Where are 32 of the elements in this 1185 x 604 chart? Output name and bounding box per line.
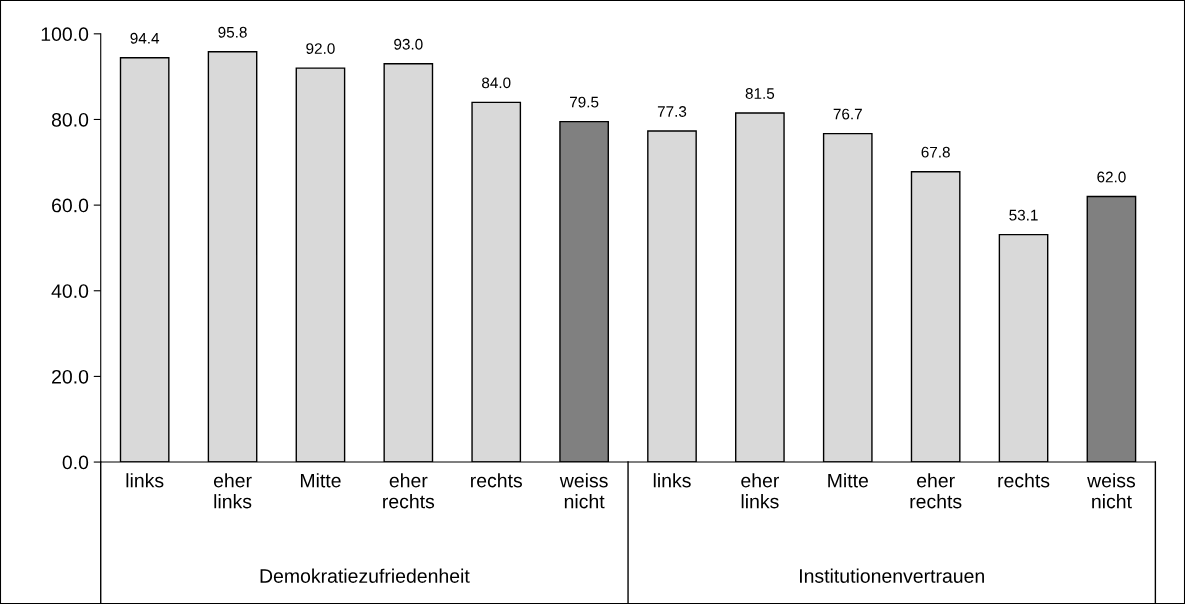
data-label: 79.5 [570,96,599,108]
x-tick-label: Mitte [828,473,868,488]
y-tick-label: 60.0 [52,198,89,213]
data-label: 76.7 [833,108,862,120]
y-tick-label: 80.0 [51,112,89,127]
y-tick-label: 20.0 [52,369,89,384]
y-tick-label: 40.0 [51,284,89,298]
x-tick-label: rechts [471,473,522,488]
x-tick-label: links [653,473,691,488]
x-tick-label: eher links [741,473,780,509]
x-tick-label: Mitte [300,473,341,488]
data-label: 77.3 [657,106,687,117]
data-label: 92.0 [306,43,335,54]
data-label: 53.1 [1009,209,1038,221]
x-tick-label: links [126,473,164,488]
text: Demokratiezufriedenheit [260,568,470,583]
x-tick-label: rechts [998,473,1050,488]
x-tick-label: weiss nicht [559,473,608,509]
data-label: 84.0 [482,77,511,89]
y-tick-label: 0.0 [62,455,89,470]
data-label: 95.8 [218,26,247,38]
x-tick-label: weiss nicht [1087,473,1136,509]
x-tick-label: eher links [213,473,252,509]
data-label: 94.4 [130,32,160,44]
x-tick-label: eher rechts [910,473,962,509]
data-label: 62.0 [1097,171,1126,183]
text: Institutionenvertrauen [800,568,984,583]
y-tick-label: 100.0 [41,27,89,42]
x-tick-label: eher rechts [383,473,435,509]
data-label: 81.5 [745,88,775,99]
data-label: 93.0 [394,38,423,50]
data-label: 67.8 [921,146,950,158]
